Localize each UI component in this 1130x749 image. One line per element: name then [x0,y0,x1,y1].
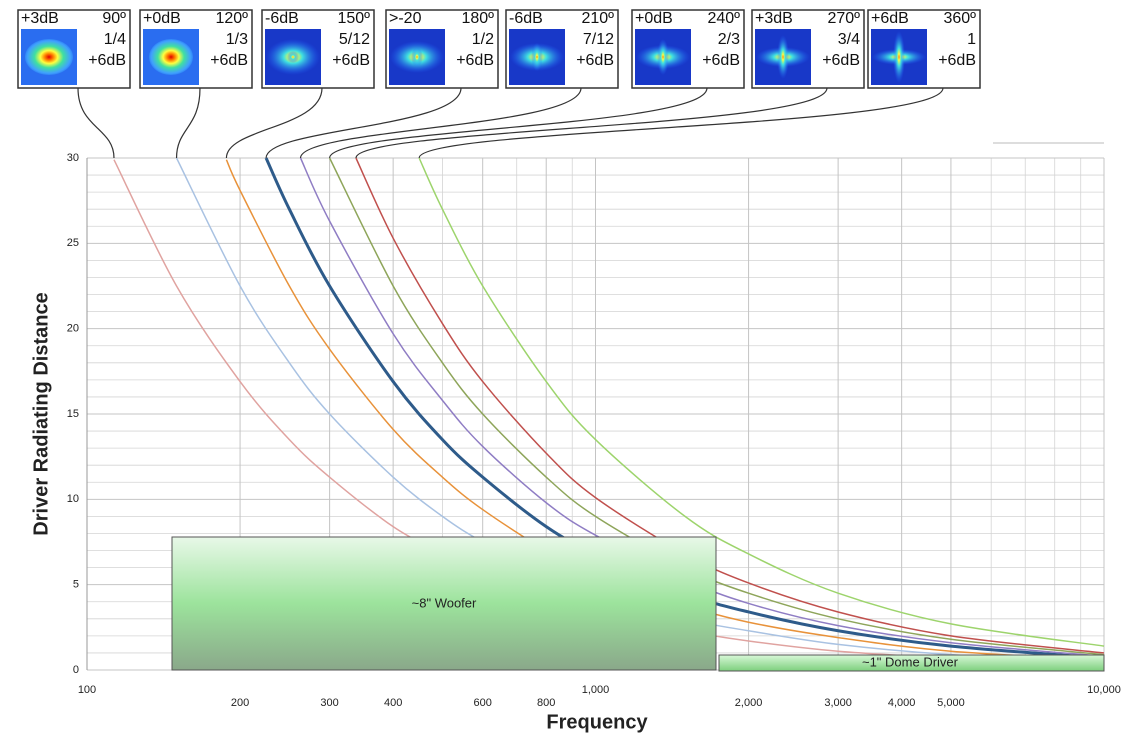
x-tick-label: 100 [78,684,96,696]
inset-gain: >-20 [389,10,422,27]
inset-fraction: 1 [967,31,976,48]
inset-angle: 150º [337,10,370,27]
inset-gain: +0dB [635,10,673,27]
inset-level: +6dB [456,52,494,69]
x-tick-label: 4,000 [888,697,916,709]
inset-gain: +3dB [755,10,793,27]
inset-heatmap-lobe [893,31,905,83]
y-tick-label: 25 [67,237,79,249]
x-axis-label: Frequency [546,711,648,733]
x-tick-label: 600 [474,697,492,709]
inset-fraction: 7/12 [583,31,614,48]
inset-fraction: 5/12 [339,31,370,48]
chart: 0 5 10 15 20 25 30 100 200 300 400 600 800 1,000 2,000… [0,0,1130,749]
y-tick-label: 15 [67,408,79,420]
y-axis-label: Driver Radiating Distance [30,292,52,535]
inset-gain: +3dB [21,10,59,27]
inset-fraction: 3/4 [838,31,860,48]
y-tick-label: 5 [73,579,79,591]
inset-heatmap-lobe [777,35,789,79]
inset-angle: 180º [461,10,494,27]
inset-gain: -6dB [509,10,543,27]
inset-heatmap-core [25,39,73,75]
inset-connector [356,88,827,158]
inset-gain: +6dB [871,10,909,27]
inset-gain: +0dB [143,10,181,27]
inset-level: +6dB [88,52,126,69]
inset-angle: 210º [581,10,614,27]
x-tick-label: 3,000 [824,697,852,709]
inset-angle: 360º [943,10,976,27]
inset-level: +6dB [702,52,740,69]
inset-fraction: 1/4 [104,31,126,48]
inset-heatmap-lobe [657,39,669,75]
inset-connector [419,88,943,158]
inset: +3dB 90º 1/4 +6dB [18,10,130,158]
inset-connector [78,88,114,158]
x-tick-label: 200 [231,697,249,709]
inset-level: +6dB [938,52,976,69]
inset-level: +6dB [332,52,370,69]
x-tick-label: 800 [537,697,555,709]
inset-level: +6dB [576,52,614,69]
x-tick-label: 400 [384,697,402,709]
y-tick-label: 10 [67,493,79,505]
inset-angle: 90º [102,10,126,27]
insets: +3dB 90º 1/4 +6dB +0dB 120º 1/3 +6dB -6dB 150º 5/1… [18,10,980,158]
x-tick-label: 1,000 [582,684,610,696]
y-tick-label: 30 [67,152,79,164]
inset: +0dB 120º 1/3 +6dB [140,10,252,158]
y-tick-label: 20 [67,323,79,335]
inset-connector [266,88,461,158]
inset-level: +6dB [210,52,248,69]
inset-connector [226,88,322,158]
x-tick-label: 300 [320,697,338,709]
inset-connector [177,88,200,158]
inset-gain: -6dB [265,10,299,27]
x-tick-label: 2,000 [735,697,763,709]
inset-heatmap-lobe [531,43,543,71]
inset-angle: 120º [215,10,248,27]
inset-angle: 240º [707,10,740,27]
inset-heatmap-lobe [287,51,299,63]
inset-level: +6dB [822,52,860,69]
y-tick-label: 0 [73,664,79,676]
inset-fraction: 2/3 [718,31,740,48]
inset-fraction: 1/3 [226,31,248,48]
inset-heatmap-core [149,39,193,75]
inset-heatmap-lobe [411,47,423,67]
x-tick-label: 10,000 [1087,684,1121,696]
inset-connector [301,88,581,158]
inset-angle: 270º [827,10,860,27]
woofer-label: ~8" Woofer [412,595,477,610]
x-tick-label: 5,000 [937,697,965,709]
dome-label: ~1" Dome Driver [862,654,959,669]
inset-fraction: 1/2 [472,31,494,48]
